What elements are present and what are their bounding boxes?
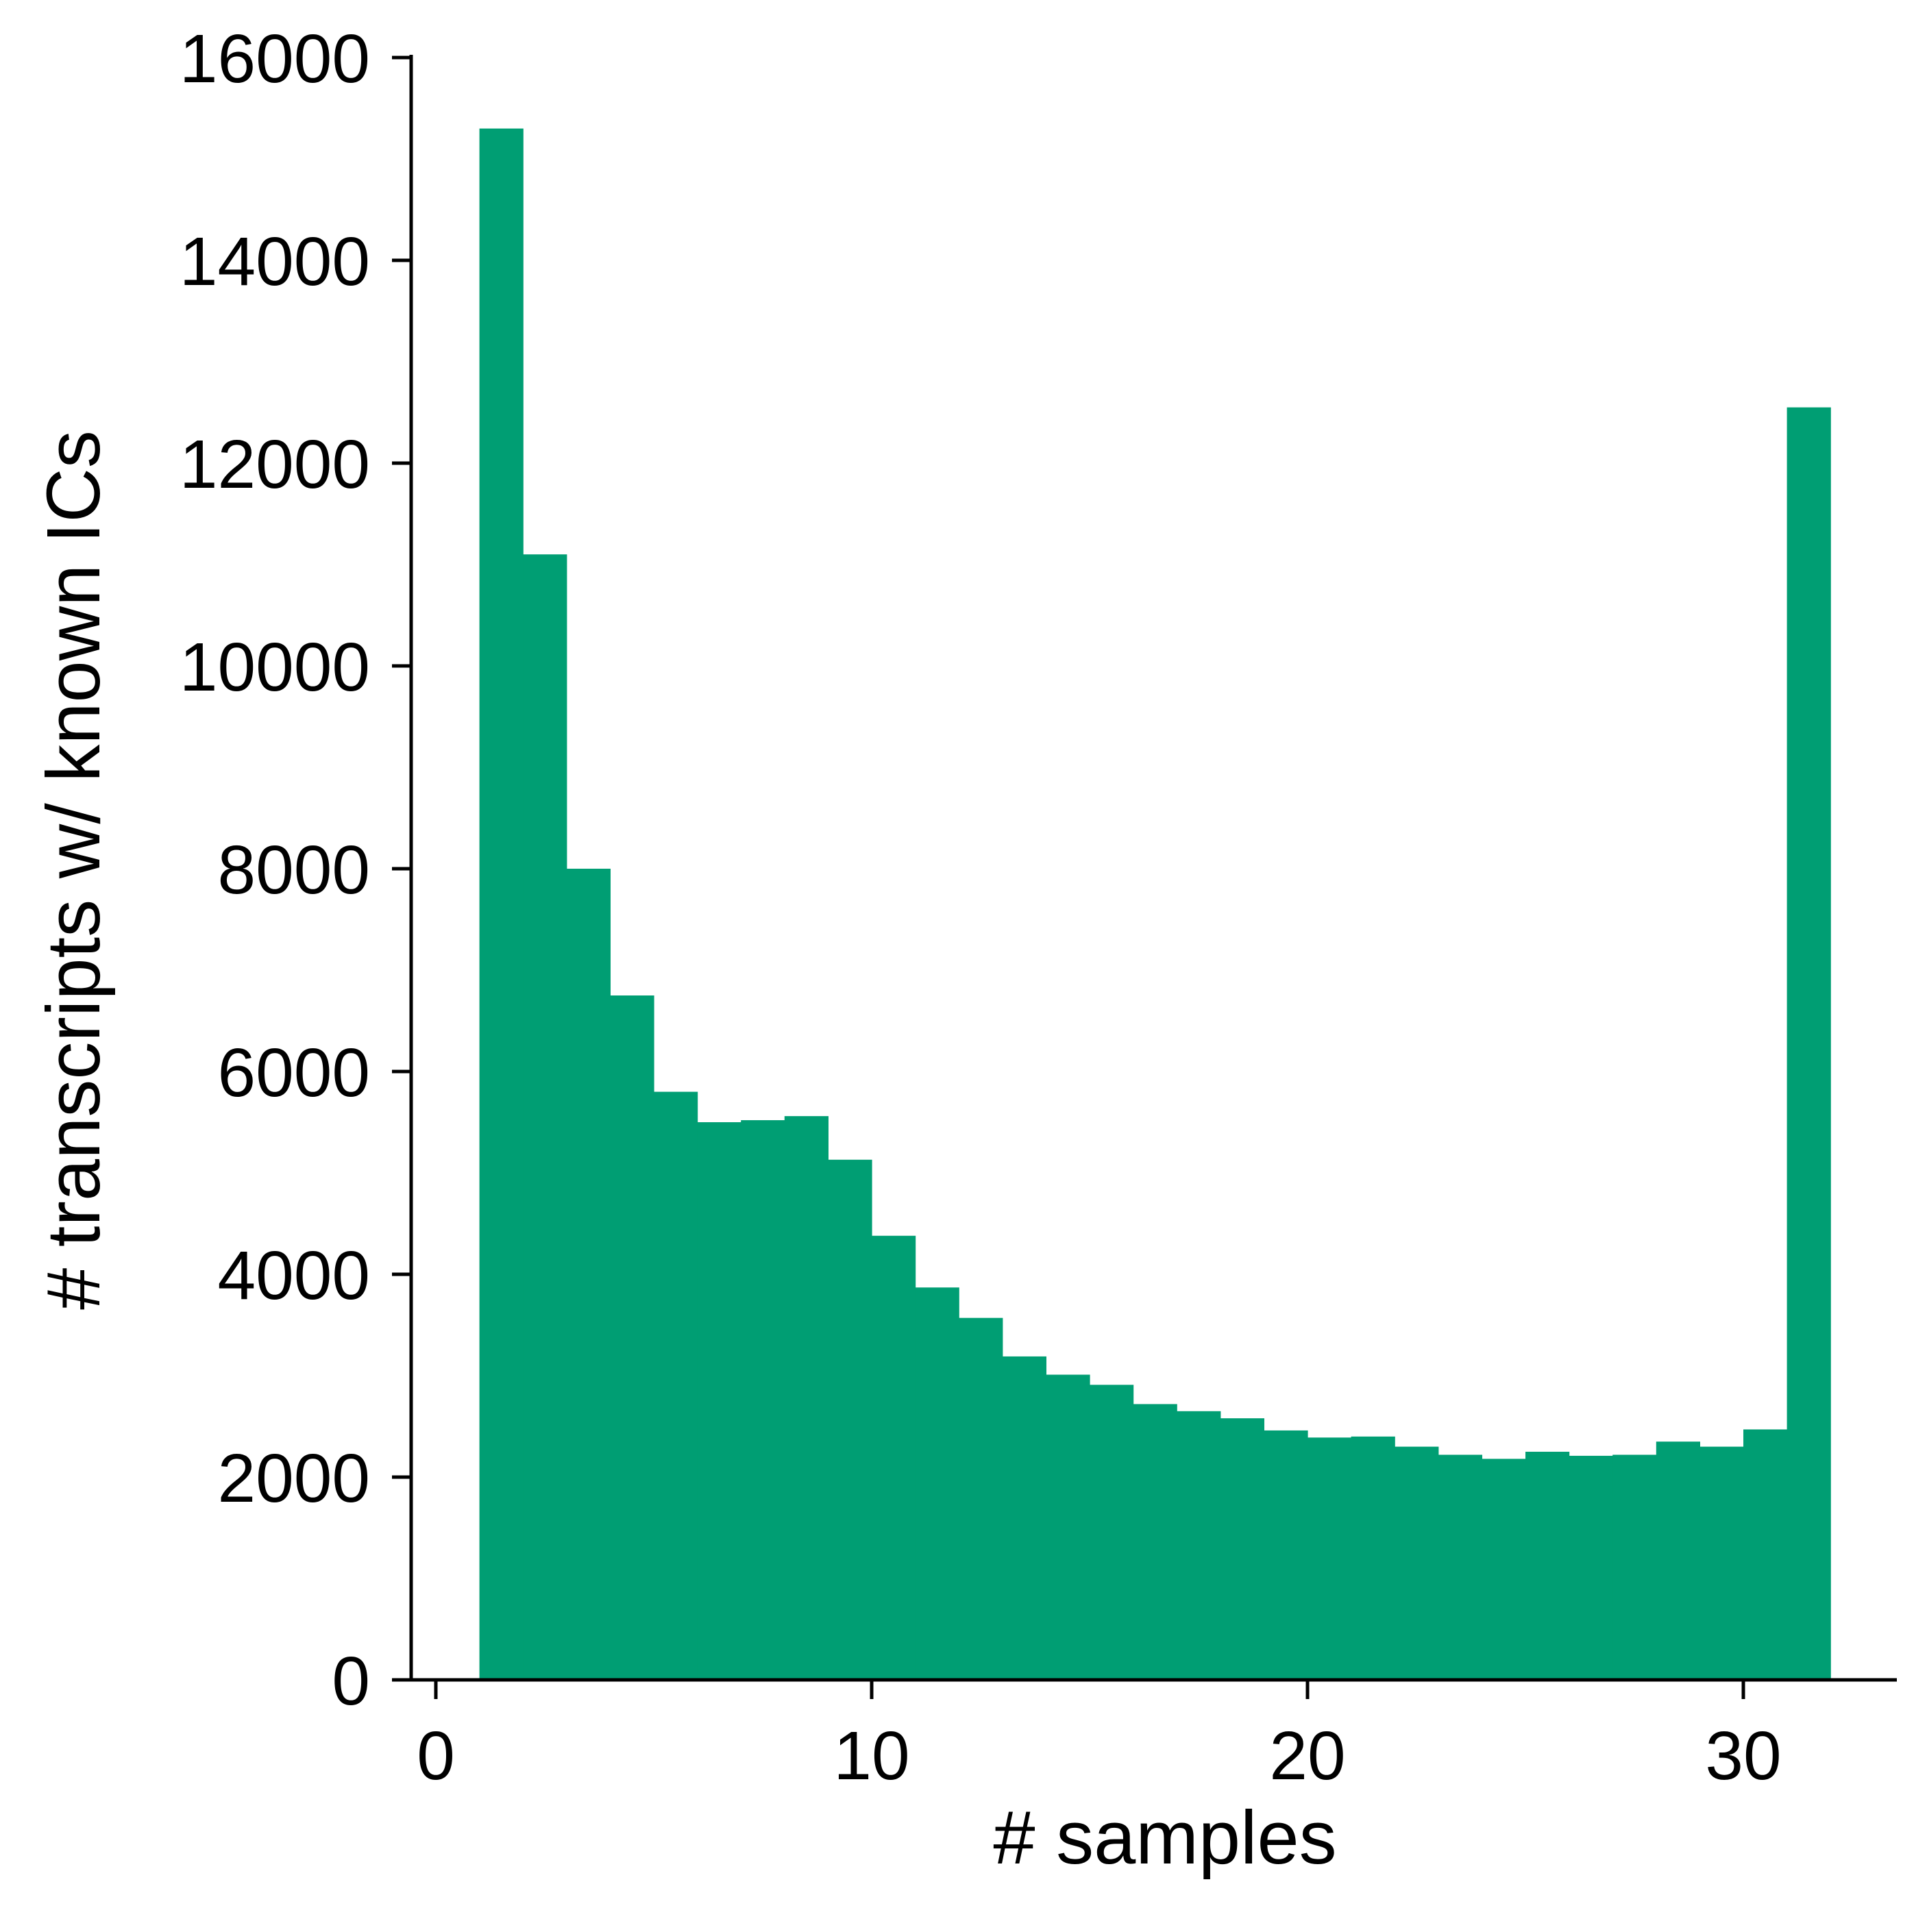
histogram-bar [741,1120,785,1680]
y-axis-label: # transcripts w/ known ICs [32,430,116,1310]
x-tick-label: 30 [1705,1718,1781,1794]
histogram-bar [1656,1441,1700,1680]
histogram-bar [566,869,611,1680]
histogram-bar [523,554,567,1681]
y-tick-label: 6000 [218,1035,370,1111]
histogram-bar [1525,1452,1570,1680]
histogram-bar [828,1159,872,1680]
histogram-bar [1482,1459,1526,1680]
x-axis-label: # samples [993,1796,1336,1880]
y-tick-label: 10000 [180,629,370,706]
histogram-bar [1264,1430,1308,1680]
histogram-bar [1002,1356,1046,1680]
x-tick-label: 0 [417,1718,455,1794]
histogram-bar [1090,1385,1134,1680]
histogram-bar [1177,1411,1221,1680]
histogram-bar [1438,1454,1482,1680]
histogram-bar [1133,1404,1177,1680]
histogram-bar [1743,1429,1788,1680]
histogram-bar [1220,1418,1264,1680]
y-tick-label: 4000 [218,1237,370,1314]
histogram-bar [654,1091,698,1680]
histogram-bar [1351,1436,1395,1680]
histogram-bar [915,1287,959,1680]
x-tick-label: 20 [1269,1718,1345,1794]
y-tick-label: 14000 [180,223,370,300]
histogram-bar [959,1317,1003,1680]
histogram-bar [1046,1374,1090,1680]
histogram-bar [1787,407,1831,1680]
bars-group [479,128,1831,1681]
y-tick-label: 8000 [218,832,370,908]
y-tick-label: 0 [332,1643,370,1720]
x-tick-label: 10 [833,1718,909,1794]
histogram-bar [1308,1437,1352,1680]
y-tick-label: 12000 [180,426,370,503]
histogram-bar [1699,1446,1744,1680]
histogram-bar [1569,1455,1613,1680]
histogram-bar [784,1116,829,1680]
histogram-bar [610,995,654,1680]
histogram-bar [1395,1446,1439,1680]
histogram-bar [697,1122,741,1680]
histogram-bar [1612,1454,1657,1680]
y-tick-label: 16000 [180,21,370,97]
ticks-group: 0 2000 4000 6000 8000 10000 12000 14000 16000 0 10… [180,21,1782,1794]
histogram-bar [872,1235,916,1680]
y-tick-label: 2000 [218,1440,370,1517]
histogram-bar [479,128,524,1680]
